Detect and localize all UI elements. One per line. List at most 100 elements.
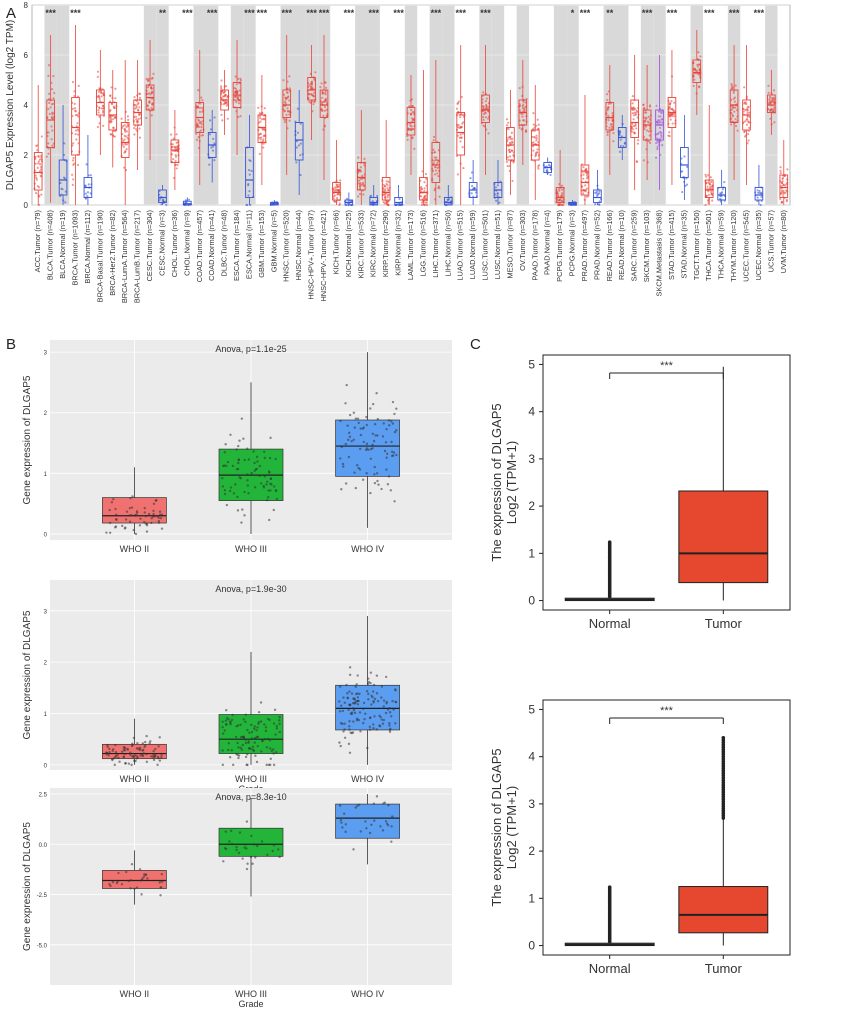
data-point	[346, 692, 349, 695]
data-point	[64, 190, 67, 193]
data-point	[346, 424, 349, 427]
data-point	[158, 881, 161, 884]
data-point	[341, 709, 345, 713]
data-point	[585, 174, 589, 177]
data-point	[102, 124, 105, 127]
data-point	[352, 708, 356, 712]
data-point	[213, 142, 216, 145]
data-point	[364, 448, 368, 452]
data-point	[382, 802, 385, 805]
data-point	[269, 436, 272, 440]
data-point	[779, 166, 782, 169]
data-point	[458, 136, 462, 139]
box	[605, 102, 615, 131]
data-point	[382, 718, 386, 722]
data-point	[385, 180, 388, 183]
data-point	[372, 699, 375, 703]
data-point	[606, 98, 609, 102]
data-point	[343, 701, 347, 704]
data-point	[339, 457, 342, 460]
data-point	[155, 499, 158, 502]
data-point	[743, 130, 746, 133]
data-point	[340, 488, 343, 491]
box	[481, 94, 490, 123]
data-point	[287, 109, 290, 113]
data-point	[460, 136, 463, 139]
x-tick-label: KICH.Normal (n=25)	[344, 210, 353, 277]
data-point	[436, 172, 439, 175]
data-point	[109, 884, 112, 888]
data-point	[386, 187, 389, 190]
data-point	[153, 755, 157, 758]
data-point	[47, 107, 50, 111]
data-point	[359, 166, 363, 169]
data-point	[618, 150, 622, 153]
x-tick-label: WHO II	[120, 774, 150, 784]
data-point	[239, 723, 242, 727]
data-point	[311, 87, 314, 90]
data-point	[105, 751, 108, 754]
data-point	[352, 438, 356, 441]
data-point	[780, 181, 784, 185]
data-point	[246, 763, 249, 767]
data-point	[124, 150, 127, 154]
x-tick-label: DLBC.Tumor (n=48)	[220, 210, 229, 276]
data-point	[423, 194, 426, 198]
data-point	[731, 115, 735, 118]
data-point	[122, 145, 125, 149]
data-point	[172, 158, 175, 161]
data-point	[313, 100, 317, 103]
data-point	[325, 108, 328, 111]
data-point	[358, 468, 362, 471]
data-point	[156, 763, 159, 767]
data-point	[268, 456, 272, 460]
data-point	[384, 196, 387, 200]
data-point	[584, 184, 587, 187]
data-point	[406, 135, 409, 138]
data-point	[299, 142, 302, 145]
y-tick-label: 2	[44, 661, 48, 667]
data-point	[559, 197, 562, 200]
data-point	[227, 748, 230, 752]
data-point	[210, 146, 213, 149]
data-point	[347, 455, 351, 459]
data-point	[359, 177, 362, 181]
data-point	[506, 156, 509, 159]
data-point	[98, 90, 101, 93]
data-point	[356, 696, 360, 699]
data-point	[704, 175, 708, 178]
data-point	[352, 848, 355, 851]
y-tick-label: -2.5	[37, 893, 48, 899]
data-point	[420, 203, 424, 207]
data-point	[631, 95, 634, 98]
data-point	[89, 192, 92, 195]
data-point	[288, 99, 291, 102]
data-point	[348, 720, 351, 723]
box	[369, 197, 379, 206]
data-point	[114, 130, 117, 133]
data-point	[736, 129, 739, 132]
data-point	[250, 834, 253, 838]
data-point	[236, 509, 240, 512]
data-point	[373, 715, 376, 718]
data-point	[470, 184, 474, 188]
data-point	[73, 90, 76, 93]
x-tick-label: SKCM.Tumor (n=103)	[642, 210, 651, 282]
data-point	[779, 169, 782, 172]
x-tick-label: BLCA.Normal (n=19)	[58, 210, 67, 279]
data-point	[561, 203, 564, 207]
data-point	[84, 192, 88, 195]
x-tick-label: PAAD.Tumor (n=178)	[530, 210, 539, 280]
data-point	[242, 437, 245, 440]
x-tick-label: LIHC.Normal (n=50)	[443, 210, 452, 276]
data-point	[208, 133, 212, 136]
data-point	[245, 820, 249, 823]
data-point	[347, 431, 351, 434]
significance-label: ***	[431, 8, 442, 18]
data-point	[35, 176, 38, 179]
data-point	[372, 439, 376, 443]
data-point	[705, 195, 708, 198]
data-point	[357, 718, 361, 722]
data-point	[409, 128, 413, 131]
